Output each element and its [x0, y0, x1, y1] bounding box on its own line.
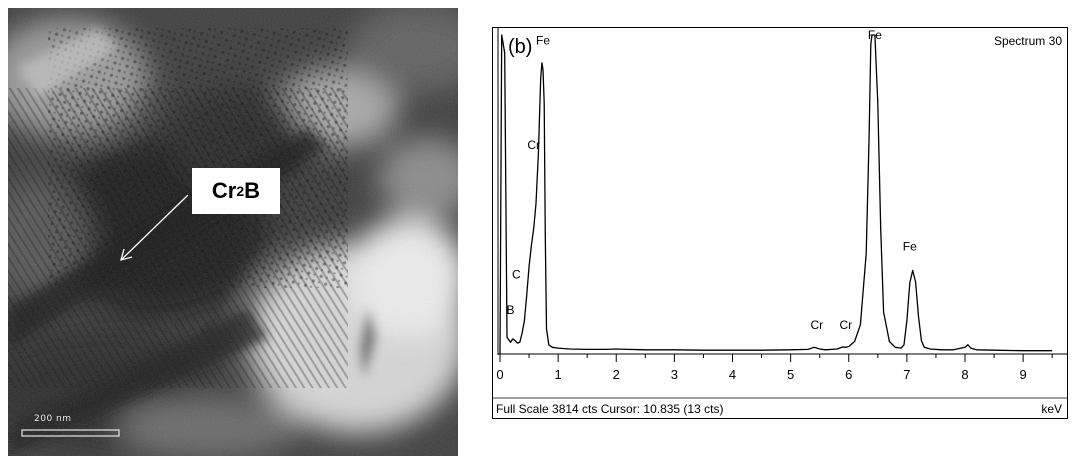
phase-label-end: B	[244, 178, 261, 203]
peak-label: Cr	[527, 138, 540, 152]
footer-readout: Full Scale 3814 cts Cursor: 10.835 (13 c…	[496, 402, 723, 416]
peak-label: Cr	[840, 318, 853, 332]
peak-label: C	[512, 268, 521, 282]
spectrum-line	[499, 34, 1053, 355]
peak-label: B	[506, 303, 514, 317]
x-tick-label: 3	[671, 367, 678, 382]
phase-label-cr2b: Cr 2 B	[192, 168, 280, 214]
tem-micrograph: Cr 2 B 200 nm	[8, 8, 458, 456]
chart-title: Spectrum 30	[994, 34, 1062, 48]
chart-frame	[492, 27, 1068, 419]
phase-label-main: Cr	[211, 178, 237, 203]
x-tick-label: 4	[729, 367, 736, 382]
panel-label: (b)	[508, 36, 532, 58]
peak-label: Fe	[536, 34, 550, 48]
x-tick-label: 5	[787, 367, 794, 382]
x-tick-label: 2	[613, 367, 620, 382]
eds-spectrum: (b) Spectrum 30 Full Scale 3814 cts Curs…	[492, 27, 1068, 419]
scale-bar-label: 200 nm	[34, 414, 72, 424]
x-tick-label: 1	[555, 367, 562, 382]
scale-bar	[21, 429, 120, 437]
peak-label: Fe	[903, 239, 917, 253]
peak-label: Fe	[868, 28, 882, 42]
x-tick-label: 6	[845, 367, 852, 382]
x-axis-label: keV	[1041, 402, 1062, 416]
x-tick-label: 9	[1020, 367, 1027, 382]
x-tick-label: 8	[961, 367, 968, 382]
x-tick-label: 0	[496, 367, 503, 382]
pointer-arrow	[120, 194, 189, 261]
eds-chart: (b) Spectrum 30 Full Scale 3814 cts Curs…	[492, 27, 1068, 419]
pointer-arrow-head	[120, 248, 133, 261]
tem-image	[8, 8, 458, 456]
x-tick-label: 7	[903, 367, 910, 382]
phase-label-subscript: 2	[236, 183, 245, 199]
peak-label: Cr	[810, 318, 823, 332]
